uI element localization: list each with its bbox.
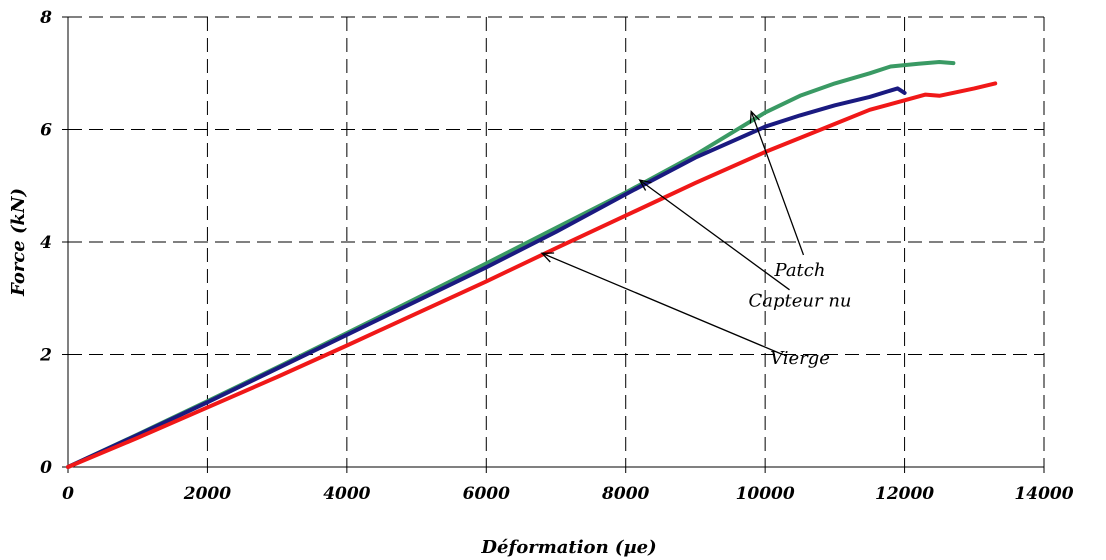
annotation-label-patch: Patch (774, 260, 826, 281)
x-tick-label: 8000 (601, 484, 649, 504)
annotation-arrow-patch (750, 111, 805, 256)
x-tick-label: 12000 (875, 484, 934, 504)
annotation-label-vierge: Vierge (770, 348, 830, 369)
annotations: Patch Capteur nu Vierge (540, 109, 852, 369)
x-tick-label: 2000 (183, 484, 231, 504)
axes (62, 16, 1045, 473)
y-tick-label: 4 (40, 233, 52, 253)
annotation-arrow-vierge (541, 252, 783, 356)
series-line-vierge (66, 81, 998, 469)
y-tick-label: 0 (40, 458, 52, 478)
y-tick-label: 8 (39, 8, 52, 28)
arrowhead-icon (638, 179, 652, 191)
series-lines (66, 60, 998, 469)
series-line-capteur-nu (66, 86, 907, 469)
x-tick-label: 6000 (463, 484, 510, 504)
x-tick-label: 10000 (736, 484, 795, 504)
y-axis-title: Force (kN) (8, 188, 29, 297)
tick-labels: 0 2 4 6 8 0 2000 4000 6000 8000 10000 12000 14000 (39, 8, 1074, 504)
x-tick-label: 14000 (1014, 484, 1073, 504)
y-tick-label: 6 (40, 121, 52, 141)
arrowhead-icon (749, 109, 760, 124)
annotation-arrow-capteur-nu (639, 179, 790, 291)
annotation-label-capteur-nu: Capteur nu (748, 291, 851, 312)
y-tick-label: 2 (39, 346, 52, 366)
x-axis-title: Déformation (µe) (480, 537, 656, 558)
x-tick-label: 4000 (323, 484, 370, 504)
x-tick-label: 0 (62, 484, 74, 504)
arrowhead-icon (540, 252, 555, 263)
